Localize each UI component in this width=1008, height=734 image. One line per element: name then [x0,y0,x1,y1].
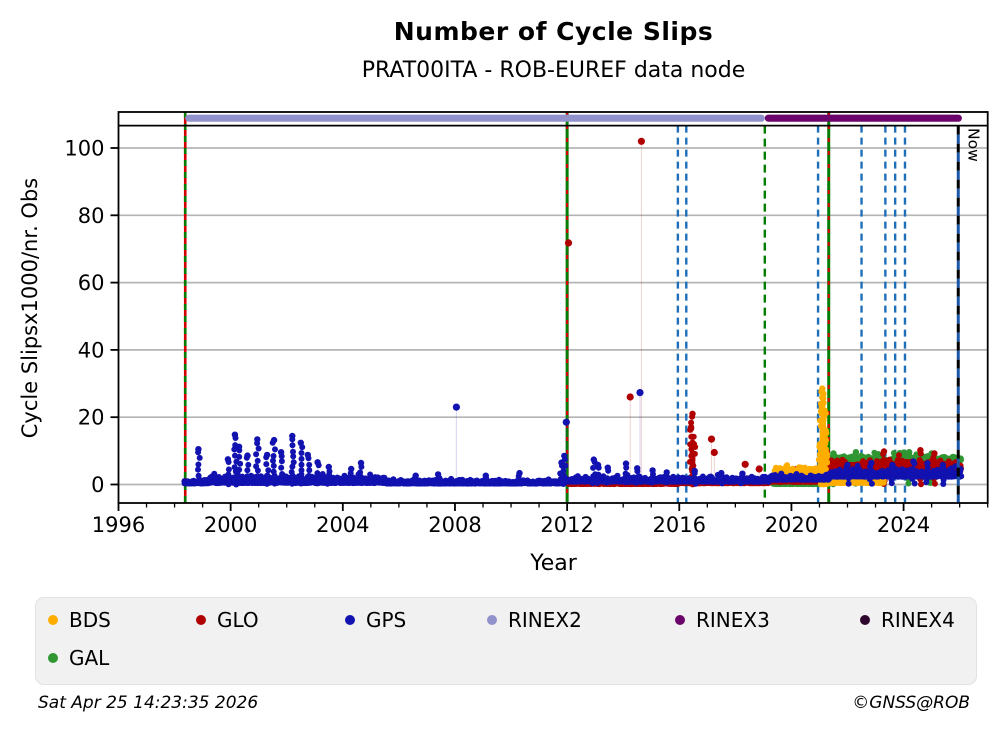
plot-timestamp: Sat Apr 25 14:23:35 2026 [38,693,259,713]
series-gps-points [181,389,965,488]
cycle-slips-plot: 1996 2000 2004 2008 2012 2016 2020 202402040608… [64,111,989,537]
rinex2-legend-dot-icon [487,615,497,625]
x-axis-label: Year [530,551,577,576]
legend-item-glo: GLO [196,607,259,633]
legend-item-rinex2: RINEX2 [487,607,582,633]
axis-ticks [110,147,989,511]
gal-legend-dot-icon [48,653,58,663]
event-lines [183,112,907,503]
now-label: Now [964,128,982,162]
legend-item-gal: GAL [48,645,109,671]
rinex3-legend-dot-icon [675,615,685,625]
legend-label: RINEX2 [508,608,582,632]
bds-legend-dot-icon [48,615,58,625]
page-title: Number of Cycle Slips [393,17,714,46]
axis-tick-labels: 1996 2000 2004 2008 2012 2016 2020 202402040608… [64,137,930,537]
rinex2-bar [185,114,765,122]
copyright-credit: ©GNSS@ROB [852,693,970,713]
glo-legend-dot-icon [196,615,206,625]
rinex-version-bars [118,114,988,127]
legend-label: GPS [366,608,407,632]
legend-item-bds: BDS [48,607,111,633]
plot-border [117,111,989,504]
page-subtitle: PRAT00ITA - ROB-EUREF data node [361,58,746,83]
legend-item-rinex3: RINEX3 [675,607,770,633]
legend-item-gps: GPS [345,607,406,633]
legend-label: BDS [69,608,111,632]
legend-label: GLO [217,608,259,632]
legend-label: RINEX4 [881,608,955,632]
gps-legend-dot-icon [345,615,355,625]
gridlines [118,147,988,486]
scatter-series [181,137,965,488]
legend-item-rinex4: RINEX4 [860,607,955,633]
y-axis-label: Cycle Slipsx1000/nr. Obs [18,177,42,439]
legend-label: RINEX3 [696,608,770,632]
rinex3-bar [764,114,962,122]
legend-label: GAL [69,646,110,670]
rinex4-legend-dot-icon [860,615,870,625]
legend: BDS GLO GPS RINEX2 RINEX3 RINEX4 GAL [35,597,977,685]
